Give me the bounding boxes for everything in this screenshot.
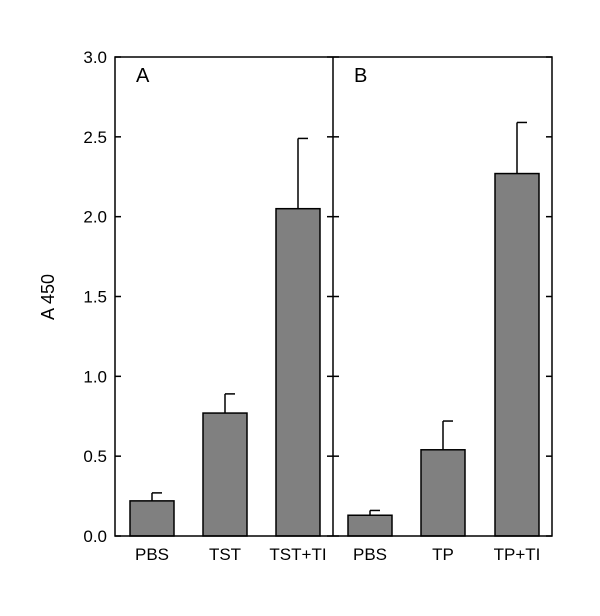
category-label: TST+TI bbox=[269, 545, 326, 564]
y-tick-label: 0.0 bbox=[83, 527, 107, 546]
bar bbox=[275, 207, 321, 537]
y-tick-label: 1.0 bbox=[83, 367, 107, 386]
y-tick-label: 3.0 bbox=[83, 48, 107, 67]
bar bbox=[202, 412, 248, 537]
panel-label: A bbox=[136, 65, 150, 87]
axis-labels: PBS TST TST+TI A PBS TP TP+TI B 0.0 0.5 1.0 1.5 2.0 2… bbox=[83, 48, 540, 564]
bar bbox=[494, 172, 540, 537]
axis-ticks bbox=[115, 56, 552, 537]
category-label: PBS bbox=[353, 545, 387, 564]
category-label: PBS bbox=[135, 545, 169, 564]
category-label: TST bbox=[209, 545, 241, 564]
y-tick-label: 2.5 bbox=[83, 128, 107, 147]
bar bbox=[347, 514, 393, 537]
panel-label: B bbox=[354, 65, 367, 87]
category-label: TP+TI bbox=[494, 545, 541, 564]
y-axis-title: A 450 bbox=[38, 274, 58, 320]
bar bbox=[129, 500, 175, 537]
category-label: TP bbox=[432, 545, 454, 564]
bars bbox=[129, 121, 540, 537]
y-tick-label: 2.0 bbox=[83, 208, 107, 227]
y-tick-label: 0.5 bbox=[83, 447, 107, 466]
y-tick-label: 1.5 bbox=[83, 288, 107, 307]
bar bbox=[420, 449, 466, 537]
